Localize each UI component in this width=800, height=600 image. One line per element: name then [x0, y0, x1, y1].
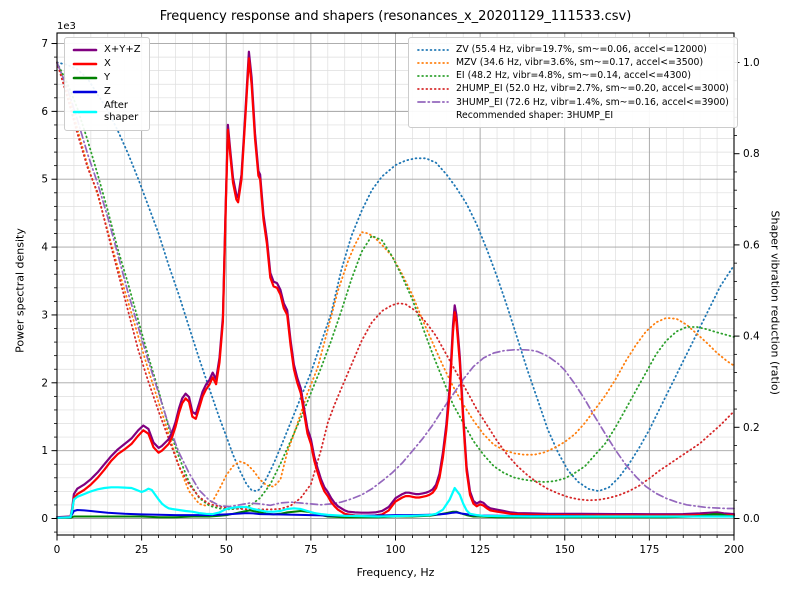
legend-line-swatch-x-y-z: [72, 45, 98, 55]
y-left-tick-label: 4: [41, 242, 48, 254]
legend-line-swatch-mzv: [416, 58, 450, 68]
series-zv: [56, 61, 735, 493]
legend-label-ei: EI (48.2 Hz, vibr=4.8%, sm~=0.14, accel<…: [456, 70, 691, 82]
y-right-tick-label: 1.0: [743, 57, 760, 69]
legend-item-ei: EI (48.2 Hz, vibr=4.8%, sm~=0.14, accel<…: [416, 70, 729, 81]
legend-label-zv: ZV (55.4 Hz, vibr=19.7%, sm~=0.06, accel…: [456, 44, 707, 55]
legend-item-3hump-ei: 3HUMP_EI (72.6 Hz, vibr=1.4%, sm~=0.16, …: [416, 97, 729, 108]
x-tick-label: 0: [54, 544, 61, 556]
legend-line-swatch-3hump-ei: [416, 97, 450, 107]
legend-item-y: Y: [72, 72, 141, 84]
legend-recommended-shaper: Recommended shaper: 3HUMP_EI: [456, 109, 614, 121]
legend-label-z: Z: [104, 86, 111, 97]
y-left-tick-label: 1: [41, 445, 48, 457]
x-axis-label: Frequency, Hz: [356, 566, 435, 579]
y-left-tick-label: 7: [41, 38, 48, 50]
legend-shapers: ZV (55.4 Hz, vibr=19.7%, sm~=0.06, accel…: [408, 37, 738, 128]
x-tick-label: 25: [135, 544, 148, 556]
legend-item-z: Z: [72, 86, 141, 98]
x-tick-label: 75: [304, 544, 317, 556]
y-right-tick-label: 0.6: [743, 239, 760, 251]
legend-item-2hump-ei: 2HUMP_EI (52.0 Hz, vibr=2.7%, sm~=0.20, …: [416, 83, 729, 94]
x-tick-label: 125: [470, 544, 490, 556]
y-left-tick-label: 3: [41, 309, 48, 321]
legend-label-x: X: [104, 58, 111, 69]
chart-title: Frequency response and shapers (resonanc…: [159, 9, 632, 24]
legend-line-swatch-after: [72, 107, 98, 117]
x-tick-label: 175: [639, 544, 659, 556]
legend-item-after: After shaper: [72, 100, 141, 124]
series-after-shaper: [55, 486, 736, 519]
legend-line-swatch-ei: [416, 71, 450, 81]
legend-psd: X+Y+Z X Y Z After shaper: [64, 37, 150, 131]
x-tick-label: 50: [220, 544, 233, 556]
legend-label-mzv: MZV (34.6 Hz, vibr=3.6%, sm~=0.17, accel…: [456, 57, 704, 69]
y-left-tick-label: 0: [41, 513, 48, 525]
legend-label-y: Y: [104, 72, 111, 83]
y-right-tick-label: 0.8: [743, 148, 760, 160]
y-left-tick-label: 6: [41, 106, 48, 118]
legend-label-2hump-ei: 2HUMP_EI (52.0 Hz, vibr=2.7%, sm~=0.20, …: [456, 83, 729, 95]
legend-line-swatch-2hump-ei: [416, 84, 450, 94]
legend-label-3hump-ei: 3HUMP_EI (72.6 Hz, vibr=1.4%, sm~=0.16, …: [456, 96, 729, 108]
y-right-tick-label: 0.4: [743, 331, 760, 343]
y-right-tick-label: 0.0: [743, 513, 760, 525]
legend-item-x-y-z: X+Y+Z: [72, 44, 141, 56]
y-right-tick-label: 0.2: [743, 422, 760, 434]
legend-label-x-y-z: X+Y+Z: [104, 44, 141, 55]
legend-line-swatch-x: [72, 59, 98, 69]
x-tick-label: 100: [385, 544, 405, 556]
legend-line-swatch-zv: [416, 45, 450, 55]
series-x: [55, 57, 736, 519]
y-left-tick-label: 5: [41, 174, 48, 186]
legend-line-swatch-y: [72, 73, 98, 83]
y-axis-left-label: Power spectral density: [13, 228, 27, 353]
x-tick-label: 200: [724, 544, 744, 556]
legend-line-swatch-z: [72, 87, 98, 97]
legend-item-zv: ZV (55.4 Hz, vibr=19.7%, sm~=0.06, accel…: [416, 44, 729, 55]
y-left-tick-label: 2: [41, 377, 48, 389]
legend-label-after: After shaper: [104, 100, 139, 123]
y-axis-offset-label: 1e3: [57, 21, 76, 32]
y-axis-right-label: Shaper vibration reduction (ratio): [768, 210, 782, 395]
legend-item-x: X: [72, 58, 141, 70]
series-2hump-ei: [56, 61, 735, 511]
x-tick-label: 150: [555, 544, 575, 556]
legend-item-mzv: MZV (34.6 Hz, vibr=3.6%, sm~=0.17, accel…: [416, 57, 729, 68]
